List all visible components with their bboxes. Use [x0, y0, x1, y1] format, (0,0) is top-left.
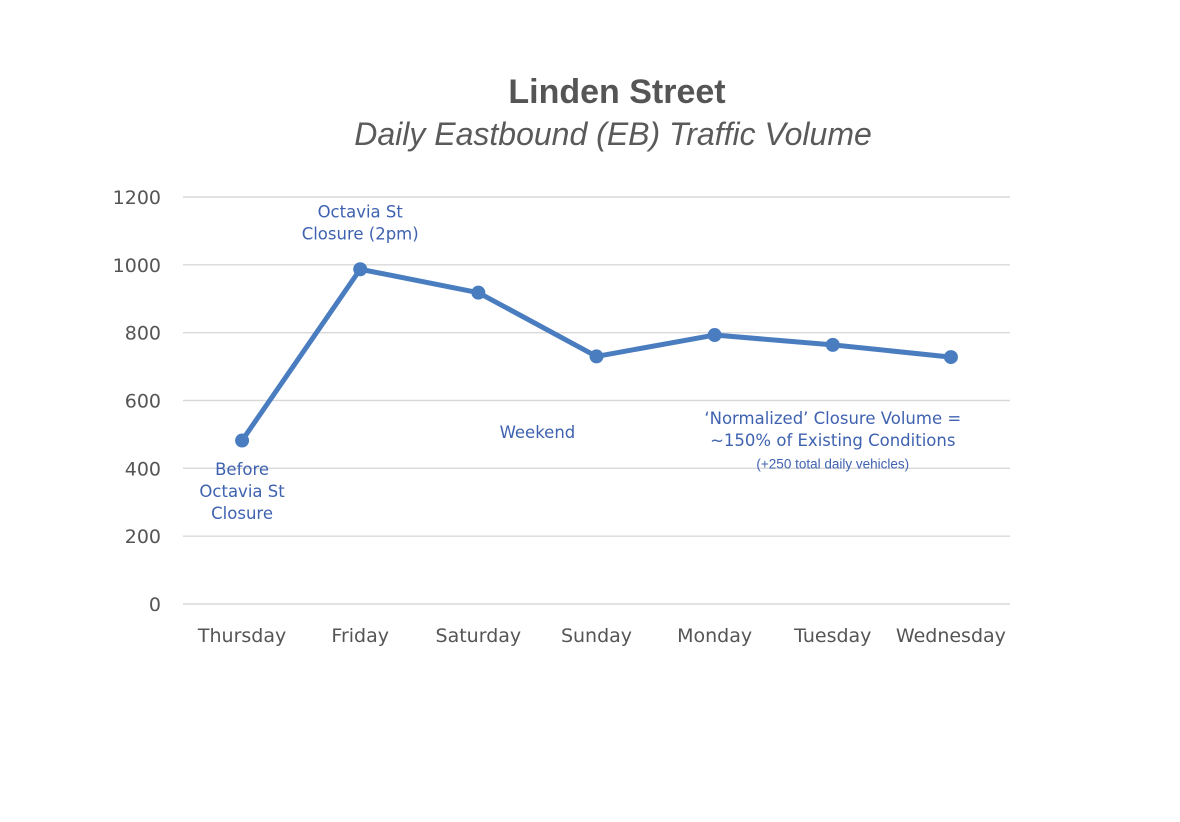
chart-subtitle: Daily Eastbound (EB) Traffic Volume — [354, 116, 872, 152]
x-tick-label-wednesday: Wednesday — [896, 625, 1006, 647]
annotation-weekend: Weekend — [500, 423, 576, 442]
data-point-friday — [353, 262, 368, 277]
x-tick-label-sunday: Sunday — [561, 625, 632, 647]
x-tick-label-thursday: Thursday — [197, 625, 286, 647]
y-tick-label: 600 — [125, 391, 161, 413]
y-tick-label: 1000 — [113, 255, 161, 277]
y-tick-label: 800 — [125, 323, 161, 345]
y-axis-ticks: 0 200 400 600 800 1000 1200 — [113, 187, 161, 616]
annotation-closure: Octavia St — [318, 202, 404, 221]
x-tick-label-monday: Monday — [677, 625, 752, 647]
x-tick-label-friday: Friday — [331, 625, 389, 647]
annotation-before: Closure — [211, 504, 273, 523]
data-point-sunday — [589, 349, 604, 364]
annotation-before: Before — [215, 460, 269, 479]
x-axis-ticks: Thursday Friday Saturday Sunday Monday Tuesda… — [197, 625, 1006, 647]
y-tick-label: 400 — [125, 458, 161, 480]
data-point-wednesday — [943, 350, 958, 365]
annotation-before: Octavia St — [199, 482, 285, 501]
data-point-thursday — [235, 433, 250, 448]
gridlines — [183, 196, 1010, 605]
annotation-closure: Closure (2pm) — [302, 224, 419, 243]
chart-title: Linden Street — [508, 73, 725, 111]
data-point-tuesday — [825, 337, 840, 352]
annotation-normalized: ~150% of Existing Conditions — [710, 431, 955, 450]
series-group — [235, 262, 958, 448]
x-tick-label-tuesday: Tuesday — [793, 625, 871, 647]
y-tick-label: 1200 — [113, 187, 161, 209]
y-tick-label: 200 — [125, 526, 161, 548]
x-tick-label-saturday: Saturday — [436, 625, 522, 647]
data-point-monday — [707, 328, 722, 343]
y-tick-label: 0 — [149, 594, 161, 616]
annotations: Before Octavia St Closure Octavia St Closure… — [199, 202, 961, 523]
data-point-saturday — [471, 285, 486, 300]
annotation-normalized-note: (+250 total daily vehicles) — [756, 456, 909, 471]
annotation-normalized: ‘Normalized’ Closure Volume = — [704, 409, 961, 428]
